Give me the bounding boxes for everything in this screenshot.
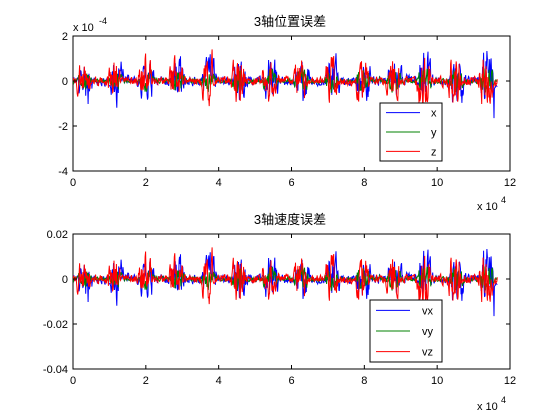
x-exponent-label: x 10	[477, 401, 498, 413]
subplot-title: 3轴速度误差	[254, 212, 326, 227]
legend-label-vx: vx	[422, 305, 434, 317]
legend: xyz	[379, 102, 443, 162]
axes-frame	[72, 35, 511, 172]
y-tick-label: -0.04	[43, 364, 68, 376]
subplot-position-error: 3轴位置误差 x 10 -4 0 2 4 6 8 10 12 2 0 -2 -4 xyz x 10 4	[58, 14, 516, 213]
series-group	[73, 247, 498, 317]
y-exponent-power: -4	[99, 16, 107, 26]
x-exponent-power: 4	[501, 195, 506, 205]
legend-label-vy: vy	[422, 326, 434, 338]
series-group	[73, 49, 498, 119]
legend: vx vy vz	[369, 299, 443, 363]
x-tick-label: 2	[143, 177, 149, 189]
series-line-vz	[73, 247, 498, 306]
y-tick-label: -2	[58, 121, 68, 133]
series-line-z	[73, 49, 498, 108]
subplot-title: 3轴位置误差	[254, 14, 326, 29]
y-tick-label: -4	[58, 166, 68, 178]
y-tick-label: 0	[62, 274, 68, 286]
x-exponent-label: x 10	[477, 201, 498, 213]
x-tick-label: 0	[70, 375, 76, 387]
x-tick-label: 6	[288, 177, 294, 189]
x-tick-label: 2	[143, 375, 149, 387]
legend-label-x: x	[431, 108, 437, 120]
x-tick-label: 10	[431, 177, 443, 189]
x-tick-label: 12	[504, 177, 516, 189]
y-tick-label: -0.02	[43, 319, 68, 331]
x-tick-label: 4	[216, 375, 222, 387]
x-tick-label: 10	[431, 375, 443, 387]
y-tick-label: 0	[62, 76, 68, 88]
y-tick-label: 0.02	[47, 229, 68, 241]
x-tick-label: 12	[504, 375, 516, 387]
legend-label-vz: vz	[422, 347, 433, 359]
x-tick-label: 8	[361, 177, 367, 189]
axes-frame	[72, 233, 511, 370]
y-exponent-label: x 10	[73, 22, 94, 34]
plot-area: 0 2 4 6 8 10 12 0.02 0 -0.02 -0.04 vx vy vz	[43, 229, 516, 387]
plot-area: 0 2 4 6 8 10 12 2 0 -2 -4 xyz	[58, 31, 516, 189]
legend-label-y: y	[431, 127, 437, 139]
x-tick-label: 6	[288, 375, 294, 387]
subplot-velocity-error: 3轴速度误差 0 2 4 6 8 10 12 0.02 0 -0.02 -0.04 vx vy vz x …	[43, 212, 516, 413]
x-tick-label: 8	[361, 375, 367, 387]
x-tick-label: 0	[70, 177, 76, 189]
y-tick-label: 2	[62, 31, 68, 43]
x-exponent-power: 4	[501, 395, 506, 405]
legend-label-z: z	[431, 146, 437, 158]
x-tick-label: 4	[216, 177, 222, 189]
